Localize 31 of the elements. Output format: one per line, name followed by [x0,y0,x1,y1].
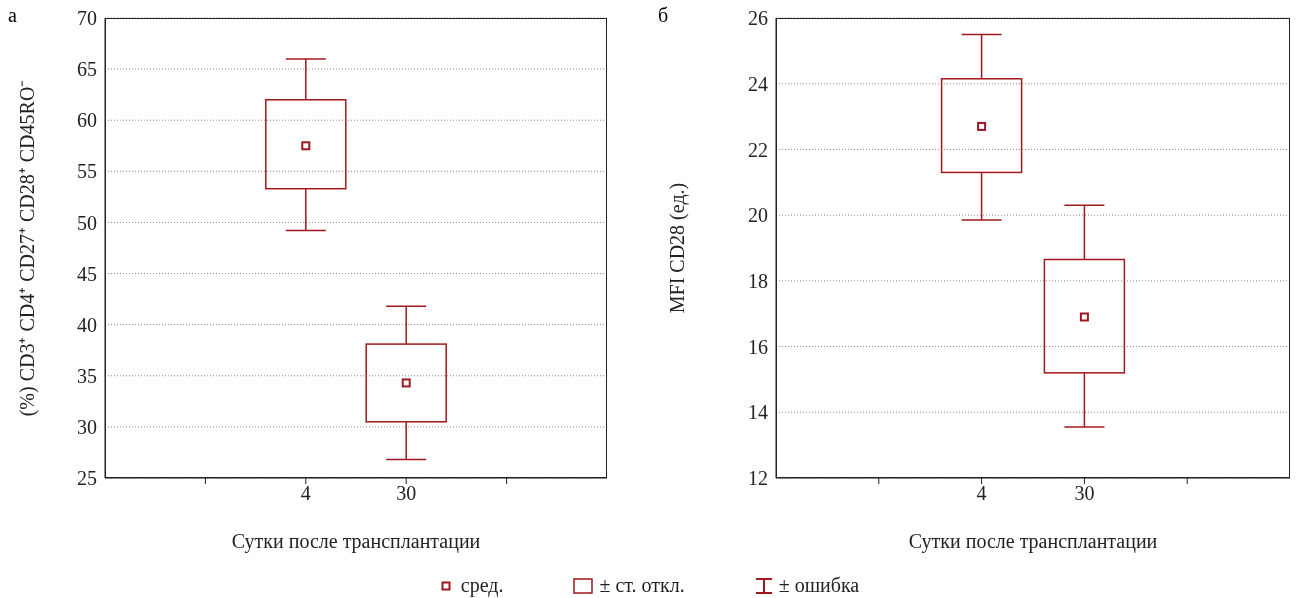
x-tick-label: 30 [1074,482,1095,505]
y-tick-label: 55 [77,160,97,183]
y-tick-label: 16 [748,335,768,358]
y-tick-label: 24 [748,72,768,95]
y-tick-label: 30 [77,415,97,438]
x-tick-label: 30 [396,482,417,505]
y-tick-label: 40 [77,313,97,336]
y-tick-label: 26 [748,7,768,30]
y-tick-label: 35 [77,364,97,387]
x-axis-title: Сутки после трансплантации [908,530,1158,553]
y-tick-label: 60 [77,109,97,132]
x-tick-label: 4 [300,482,311,505]
text: ± ст. откл. [598,574,685,597]
y-tick-label: 18 [748,269,768,292]
chart-title: а [8,4,17,27]
y-tick-label: 12 [748,467,768,490]
y-tick-label: 45 [77,262,97,285]
y-tick-label: 22 [748,138,768,161]
y-tick-label: 70 [77,7,97,30]
text: ± ошибка [777,574,860,597]
y-tick-label: 50 [77,211,97,234]
x-tick-label: 4 [976,482,987,505]
y-tick-label: 14 [748,401,768,424]
y-axis-title: (%) CD3⁺ CD4⁺ CD27⁺ CD28⁺ CD45RO⁻ [16,79,39,417]
y-tick-label: 25 [77,467,97,490]
y-axis-title: MFI CD28 (ед.) [666,182,689,314]
y-tick-label: 20 [748,204,768,227]
x-axis-title: Сутки после трансплантации [231,530,481,553]
y-tick-label: 65 [77,58,97,81]
text: сред. [459,574,504,597]
chart-title: б [658,4,669,27]
